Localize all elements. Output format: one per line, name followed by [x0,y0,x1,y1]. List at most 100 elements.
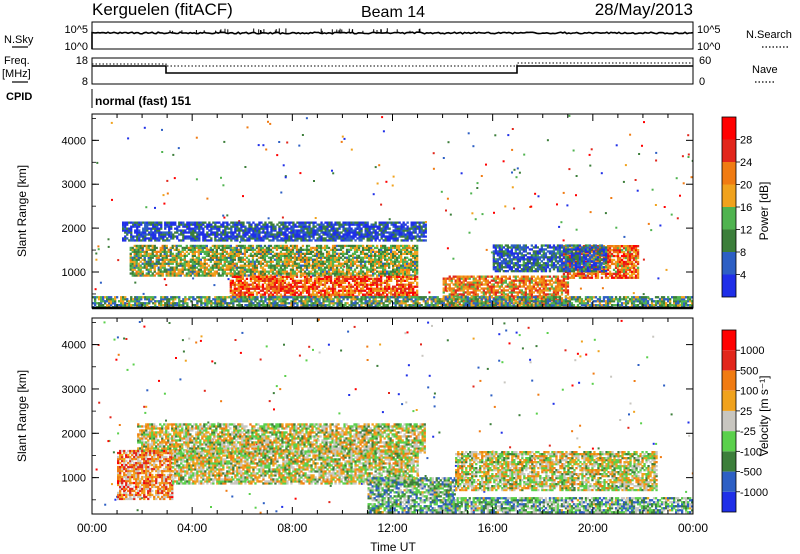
range-gate-cell [189,270,192,273]
range-gate-cell [157,268,160,271]
range-gate-cell [243,274,247,277]
range-gate-cell [408,237,411,240]
range-gate-cell [247,287,251,290]
range-gate-cell [392,268,395,271]
range-gate-cell [376,233,379,236]
range-gate-cell [281,254,285,257]
range-gate-cell [357,289,361,292]
range-gate-cell [315,270,319,273]
range-gate-cell [219,274,222,277]
range-gate-cell [400,289,403,292]
range-gate-cell [256,223,259,226]
range-gate-cell [194,227,197,230]
range-gate-cell [215,260,218,263]
range-gate-cell [364,221,367,224]
range-gate-cell [279,287,283,290]
range-gate-cell [606,249,610,252]
scatter-cell [389,295,392,298]
range-gate-cell [414,237,417,240]
range-gate-cell [390,254,393,257]
range-gate-cell [176,227,179,230]
range-gate-cell [318,229,321,232]
range-gate-cell [402,283,405,286]
range-gate-cell [378,229,381,232]
range-gate-cell [462,287,465,290]
range-gate-cell [310,235,313,238]
range-gate-cell [262,223,265,226]
range-gate-cell [620,245,624,248]
range-gate-cell [342,235,345,238]
range-gate-cell [578,272,582,275]
range-gate-cell [384,287,387,290]
range-gate-cell [370,258,373,261]
range-gate-cell [231,281,234,284]
range-gate-cell [291,268,295,271]
cpid-row: CPID normal (fast) 151 [6,89,191,108]
range-gate-cell [327,246,331,250]
range-gate-cell [331,264,335,267]
range-gate-cell [347,285,351,288]
scatter-cell [267,217,270,220]
range-gate-cell [239,260,242,263]
range-gate-cell [398,221,401,224]
range-gate-cell [394,229,397,232]
range-gate-cell [256,237,259,240]
range-gate-cell [179,262,182,265]
range-gate-cell [376,260,379,263]
range-gate-cell [160,233,163,236]
range-gate-cell [406,239,409,242]
range-gate-cell [237,270,240,273]
range-gate-cell [233,248,236,251]
range-gate-cell [221,254,224,257]
range-gate-cell [616,260,620,264]
range-gate-cell [298,235,301,238]
range-gate-cell [398,264,401,267]
scatter-cell [142,292,145,295]
range-gate-cell [265,279,269,282]
range-gate-cell [207,268,210,271]
range-gate-cell [398,285,401,288]
range-gate-cell [392,231,395,234]
range-gate-cell [372,223,375,226]
range-gate-cell [354,223,357,226]
range-gate-cell [251,287,255,290]
range-gate-cell [200,227,203,230]
range-gate-cell [408,274,411,277]
range-gate-cell [293,293,297,296]
range-gate-cell [237,258,240,261]
range-gate-cell [243,268,247,271]
range-gate-cell [578,276,582,279]
range-gate-cell [636,256,640,260]
range-gate-cell [366,227,369,230]
range-gate-cell [355,279,359,282]
range-gate-cell [618,274,622,277]
range-gate-cell [442,277,445,280]
range-gate-cell [196,225,199,228]
range-gate-cell [157,270,160,273]
range-gate-cell [370,250,373,253]
range-gate-cell [205,258,208,261]
range-gate-cell [372,237,375,240]
range-gate-cell [173,268,176,271]
range-gate-cell [225,250,228,253]
range-gate-cell [280,231,283,234]
range-gate-cell [228,227,231,230]
range-gate-cell [458,275,461,278]
range-gate-cell [341,287,345,290]
range-gate-cell [270,235,273,238]
range-gate-cell [213,246,216,250]
range-gate-cell [312,223,315,226]
scatter-cell [472,145,475,148]
range-gate-cell [382,221,385,224]
range-gate-cell [234,221,237,224]
range-gate-cell [309,246,313,250]
range-gate-cell [226,239,229,242]
range-gate-cell [248,237,251,240]
range-gate-cell [159,250,162,253]
scatter-cell [96,161,99,164]
range-gate-cell [325,272,329,275]
range-gate-cell [382,254,385,257]
freq-label: Freq. [4,55,30,67]
scatter-cell [480,175,483,177]
range-gate-cell [216,229,219,232]
